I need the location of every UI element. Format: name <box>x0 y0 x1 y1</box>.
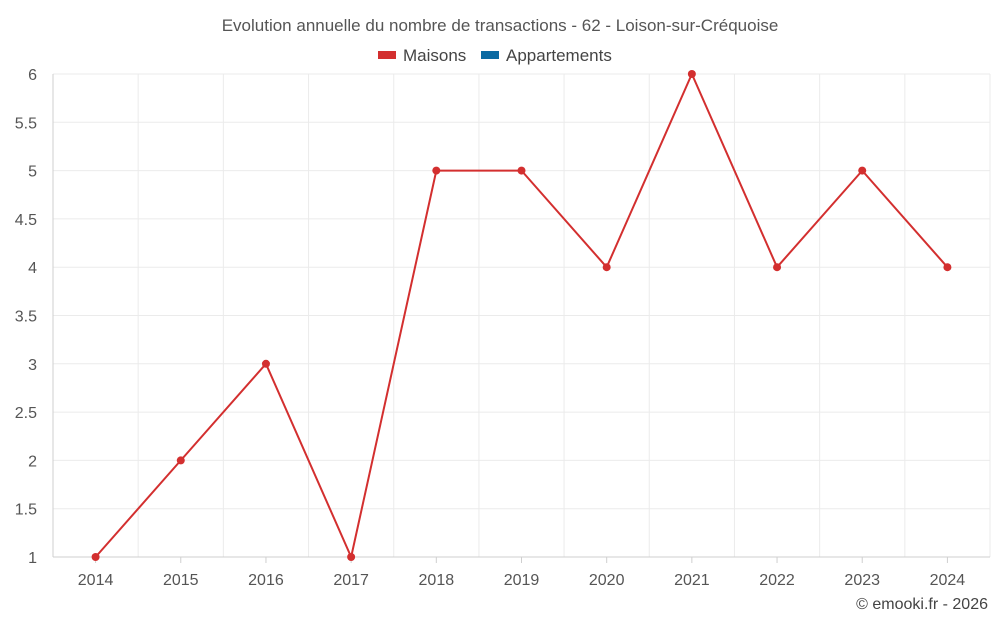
data-point[interactable] <box>432 166 441 175</box>
y-tick-label: 1 <box>28 550 37 567</box>
x-tick-label: 2022 <box>759 572 795 589</box>
legend-label-appartements: Appartements <box>506 46 612 65</box>
x-tick-label: 2018 <box>419 572 455 589</box>
legend-swatch-appartements <box>481 51 499 59</box>
x-tick-label: 2024 <box>930 572 966 589</box>
y-axis-ticks: 1 1.5 2 2.5 3 3.5 4 4.5 5 5.5 6 <box>15 67 37 567</box>
y-tick-label: 2.5 <box>15 405 37 422</box>
x-tick-label: 2016 <box>248 572 284 589</box>
chart-title: Evolution annuelle du nombre de transact… <box>222 16 779 35</box>
y-tick-label: 1.5 <box>15 502 37 519</box>
data-point[interactable] <box>943 263 952 272</box>
legend-label-maisons: Maisons <box>403 46 466 65</box>
series-maisons <box>91 70 952 561</box>
data-point[interactable] <box>687 70 696 78</box>
y-tick-label: 6 <box>28 67 37 84</box>
data-point[interactable] <box>773 263 782 272</box>
y-tick-label: 3.5 <box>15 309 37 326</box>
legend: Maisons Appartements <box>378 46 612 65</box>
x-tick-label: 2015 <box>163 572 199 589</box>
y-tick-label: 5.5 <box>15 115 37 132</box>
grid <box>52 73 991 558</box>
data-point[interactable] <box>602 263 611 272</box>
x-tick-label: 2021 <box>674 572 710 589</box>
legend-item-appartements[interactable]: Appartements <box>481 46 612 65</box>
y-tick-label: 4.5 <box>15 212 37 229</box>
legend-swatch-maisons <box>378 51 396 59</box>
data-point[interactable] <box>176 456 185 465</box>
x-tick-label: 2019 <box>504 572 540 589</box>
y-tick-label: 4 <box>28 260 37 277</box>
x-tick-label: 2014 <box>78 572 114 589</box>
x-tick-label: 2017 <box>333 572 369 589</box>
y-tick-label: 3 <box>28 357 37 374</box>
data-point[interactable] <box>347 553 356 561</box>
y-tick-label: 5 <box>28 164 37 181</box>
data-point[interactable] <box>91 553 100 561</box>
legend-item-maisons[interactable]: Maisons <box>378 46 466 65</box>
x-tick-label: 2023 <box>844 572 880 589</box>
y-tick-label: 2 <box>28 453 37 470</box>
data-point[interactable] <box>261 359 270 368</box>
x-axis-ticks: 2014 2015 2016 2017 2018 2019 2020 2021 2022 2023… <box>78 557 966 589</box>
data-point[interactable] <box>858 166 867 175</box>
x-tick-label: 2020 <box>589 572 625 589</box>
data-point[interactable] <box>517 166 526 175</box>
credit-text: © emooki.fr - 2026 <box>856 596 988 613</box>
